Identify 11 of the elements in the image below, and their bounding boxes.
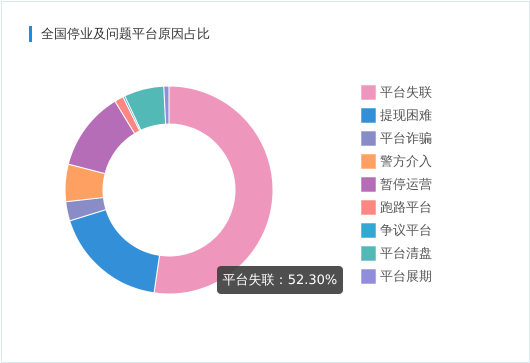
legend-label: 跑路平台: [380, 200, 432, 216]
data-label: 平台失联：52.30%: [222, 273, 338, 288]
legend-label: 警方介入: [380, 154, 432, 170]
legend-label: 提现困难: [380, 108, 432, 124]
legend-label: 平台失联: [380, 86, 432, 100]
legend-label: 争议平台: [380, 224, 432, 238]
chart-title: 全国停业及问题平台原因占比: [41, 27, 210, 42]
legend-label: 暂停运营: [380, 178, 432, 192]
legend-label: 平台清盘: [380, 246, 432, 262]
legend-label: 平台展期: [380, 270, 432, 284]
legend-label: 平台诈骗: [380, 132, 432, 146]
